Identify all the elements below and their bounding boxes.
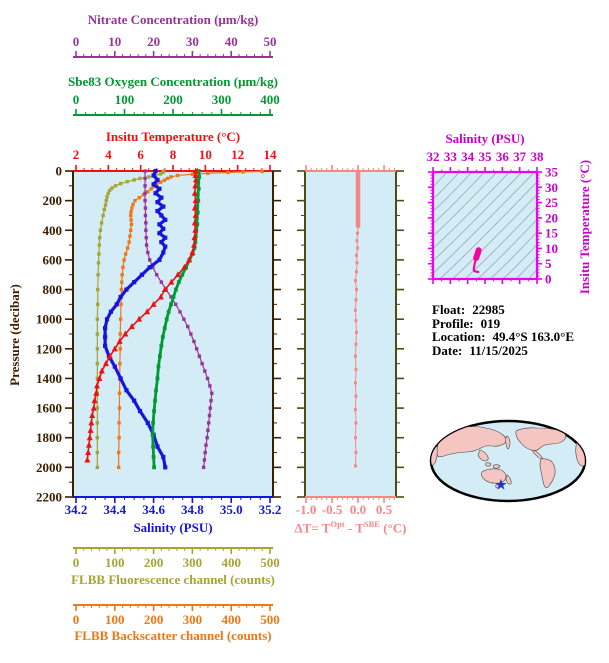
svg-text:-1.0: -1.0 (296, 502, 317, 517)
svg-text:600: 600 (43, 252, 63, 267)
svg-text:33: 33 (444, 149, 458, 164)
svg-text:30: 30 (186, 34, 199, 49)
svg-text:15: 15 (545, 226, 559, 241)
profile-line: Profile: 019 (432, 315, 501, 331)
svg-text:0: 0 (73, 555, 80, 570)
svg-text:300: 300 (212, 92, 232, 107)
series-salinity (103, 168, 168, 470)
svg-text:10: 10 (545, 241, 558, 256)
date-line: Date: 11/15/2025 (432, 342, 528, 358)
svg-text:400: 400 (221, 612, 241, 627)
svg-text:800: 800 (43, 282, 63, 297)
svg-text:36: 36 (496, 149, 510, 164)
float-id-line: Float: 22985 (432, 302, 505, 317)
svg-text:35.2: 35.2 (259, 502, 282, 517)
svg-text:500: 500 (260, 612, 280, 627)
ts-salinity-axis-title: Salinity (PSU) (445, 131, 525, 146)
fluorescence-axis-title: FLBB Fluorescence channel (counts) (71, 572, 275, 587)
svg-text:200: 200 (163, 92, 183, 107)
svg-text:100: 100 (105, 555, 125, 570)
svg-text:34.6: 34.6 (142, 502, 165, 517)
svg-text:35.0: 35.0 (220, 502, 243, 517)
ts-diagram-plot (428, 167, 542, 284)
svg-text:1000: 1000 (36, 312, 62, 327)
svg-text:38: 38 (531, 149, 545, 164)
delta-t-plot (297, 165, 404, 503)
svg-text:10: 10 (199, 147, 212, 162)
svg-text:300: 300 (183, 555, 203, 570)
density-contours (433, 172, 537, 279)
delta-t-axis-title: ΔT= TOpt - TSBE (°C) (294, 519, 407, 536)
svg-text:2200: 2200 (36, 490, 62, 505)
svg-text:40: 40 (225, 34, 238, 49)
svg-text:20: 20 (147, 34, 160, 49)
svg-text:200: 200 (144, 612, 164, 627)
world-map: ★ (429, 419, 587, 503)
svg-text:32: 32 (427, 149, 440, 164)
svg-text:400: 400 (260, 92, 280, 107)
backscatter-axis-title: FLBB Backscatter channel (counts) (74, 628, 272, 643)
svg-text:34.8: 34.8 (181, 502, 204, 517)
svg-text:35: 35 (545, 165, 559, 180)
svg-text:100: 100 (115, 92, 135, 107)
svg-text:300: 300 (183, 612, 203, 627)
svg-text:2: 2 (73, 147, 80, 162)
float-location-star-icon: ★ (495, 477, 507, 492)
svg-text:0: 0 (73, 612, 80, 627)
nitrate-axis-title: Nitrate Concentration (μm/kg) (87, 12, 259, 27)
svg-text:34.4: 34.4 (103, 502, 126, 517)
series-nitrate (143, 169, 214, 470)
svg-text:400: 400 (43, 223, 63, 238)
series-fluorescence (95, 169, 166, 470)
pressure-axis-title: Pressure (decibar) (7, 284, 22, 386)
svg-text:0.5: 0.5 (376, 502, 393, 517)
svg-text:-0.5: -0.5 (322, 502, 343, 517)
svg-text:0: 0 (73, 92, 80, 107)
svg-text:25: 25 (545, 195, 559, 210)
svg-text:12: 12 (231, 147, 244, 162)
svg-text:6: 6 (137, 147, 144, 162)
svg-text:20: 20 (545, 210, 558, 225)
svg-text:1200: 1200 (36, 341, 62, 356)
svg-text:200: 200 (144, 555, 164, 570)
svg-text:34.2: 34.2 (65, 502, 88, 517)
temperature-axis-title: Insitu Temperature (°C) (105, 129, 241, 144)
float-info-block: Float: 22985 Profile: 019 Location: 49.4°S … (432, 303, 574, 357)
svg-text:500: 500 (260, 555, 280, 570)
svg-text:400: 400 (221, 555, 241, 570)
series-backscatter (116, 169, 264, 470)
svg-text:4: 4 (105, 147, 112, 162)
svg-text:5: 5 (545, 256, 552, 271)
salinity-axis-title: Salinity (PSU) (133, 520, 213, 535)
ts-temperature-axis-title: Insitu Temperature (°C) (577, 159, 592, 295)
svg-text:35: 35 (479, 149, 493, 164)
svg-text:200: 200 (43, 193, 63, 208)
svg-text:1400: 1400 (36, 371, 62, 386)
svg-text:100: 100 (105, 612, 125, 627)
svg-text:34: 34 (461, 149, 475, 164)
svg-text:1600: 1600 (36, 401, 62, 416)
svg-text:2000: 2000 (36, 460, 62, 475)
svg-text:50: 50 (264, 34, 277, 49)
series-insitu_temperature (84, 167, 199, 463)
svg-text:0.0: 0.0 (350, 502, 366, 517)
svg-text:37: 37 (513, 149, 527, 164)
svg-text:0: 0 (73, 34, 80, 49)
location-line: Location: 49.4°S 163.0°E (432, 329, 575, 344)
oxygen-axis-title: Sbe83 Oxygen Concentration (μm/kg) (68, 74, 278, 89)
svg-text:0: 0 (545, 272, 552, 287)
svg-text:14: 14 (264, 147, 278, 162)
svg-text:10: 10 (108, 34, 121, 49)
svg-text:8: 8 (170, 147, 177, 162)
svg-text:0: 0 (56, 164, 63, 179)
main-profile-plot (65, 51, 281, 611)
svg-text:30: 30 (545, 180, 558, 195)
svg-text:1800: 1800 (36, 430, 62, 445)
